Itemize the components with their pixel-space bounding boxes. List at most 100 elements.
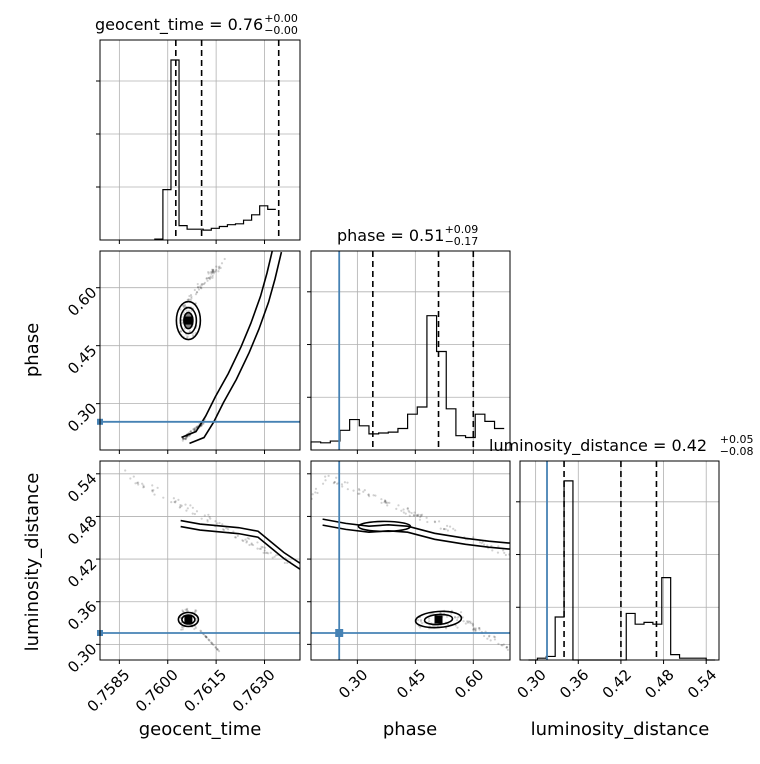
sample-point	[478, 541, 482, 544]
sample-point	[471, 622, 474, 625]
sample-point	[203, 282, 206, 286]
sample-point	[170, 501, 173, 504]
sample-point	[420, 513, 424, 516]
sample-point	[211, 642, 214, 645]
density-peak	[184, 316, 193, 325]
y-axis-label-phase: phase	[22, 323, 43, 377]
sample-point	[211, 271, 214, 274]
sample-point	[340, 483, 344, 486]
sample-point	[137, 481, 140, 484]
sample-point	[410, 511, 413, 515]
sample-point	[454, 624, 457, 627]
sample-point	[433, 521, 437, 524]
sample-point	[206, 520, 209, 523]
sample-point	[209, 276, 212, 279]
sample-point	[214, 646, 217, 649]
panel-frame	[99, 39, 301, 241]
title-equals: =	[204, 15, 228, 34]
sample-point	[132, 475, 135, 478]
sample-point	[195, 291, 198, 294]
sample-point	[492, 635, 496, 638]
sample-point	[182, 304, 185, 308]
sample-point	[469, 620, 472, 623]
sample-point	[218, 521, 221, 525]
sample-point	[183, 304, 186, 307]
sample-point	[233, 536, 237, 539]
sample-point	[471, 624, 474, 627]
x-axis-label-luminosity-distance: luminosity_distance	[531, 719, 710, 740]
sample-point	[357, 492, 360, 495]
sample-point	[428, 620, 431, 623]
sample-point	[153, 493, 156, 496]
sample-point	[223, 257, 226, 261]
histogram-luminosity_distance	[528, 480, 716, 661]
sample-point	[343, 481, 346, 484]
sample-point	[214, 520, 217, 523]
sample-point	[207, 638, 211, 642]
sample-point	[193, 288, 196, 292]
sample-point	[206, 518, 209, 522]
sample-point	[156, 486, 159, 489]
sample-point	[182, 306, 185, 309]
title-minus-error: −0.00	[264, 24, 298, 37]
sample-point	[189, 293, 193, 297]
sample-point	[209, 517, 212, 520]
sample-point	[416, 619, 420, 622]
sample-point	[194, 610, 197, 613]
sample-point	[197, 286, 200, 289]
sample-point	[217, 270, 220, 273]
sample-point	[207, 276, 210, 280]
sample-point	[199, 285, 202, 288]
x-tick-label-phase: 0.60	[451, 666, 487, 702]
sample-point	[212, 270, 215, 274]
sample-point	[182, 626, 185, 629]
sample-point	[314, 487, 318, 490]
sample-point	[497, 642, 500, 645]
sample-point	[196, 282, 199, 286]
contour-outer	[357, 520, 412, 533]
sample-point	[182, 437, 185, 441]
sample-point	[205, 277, 208, 280]
panel-frame	[99, 250, 301, 451]
sample-point	[504, 553, 507, 557]
sample-point	[472, 536, 475, 539]
sample-point	[184, 437, 187, 440]
sample-point	[332, 482, 335, 485]
sample-point	[367, 493, 370, 496]
sample-point	[205, 636, 208, 639]
sample-point	[181, 609, 184, 612]
sample-point	[386, 504, 389, 507]
sample-point	[413, 511, 416, 514]
sample-point	[207, 513, 210, 516]
sample-point	[222, 528, 226, 532]
x-tick-label-geocent_time: 0.7630	[229, 666, 279, 716]
sample-point	[446, 529, 449, 532]
panel-title-phase: phase = 0.51	[337, 226, 444, 245]
sample-point	[174, 501, 177, 504]
sample-point	[450, 612, 453, 615]
panel-frame	[519, 460, 720, 661]
sample-point	[236, 534, 239, 538]
sample-point	[397, 504, 400, 507]
sample-point	[427, 617, 431, 620]
sample-point	[185, 336, 189, 339]
sample-point	[188, 298, 191, 301]
sample-point	[188, 330, 192, 333]
sample-point	[446, 623, 450, 626]
sample-point	[152, 488, 155, 492]
sample-point	[184, 437, 188, 440]
y-axis-label-luminosity-distance: luminosity_distance	[22, 473, 43, 652]
sample-point	[487, 635, 491, 638]
contour-outer	[180, 525, 300, 570]
sample-point	[248, 543, 251, 547]
sample-point	[242, 539, 245, 543]
title-equals: =	[385, 226, 409, 245]
sample-point	[505, 646, 508, 649]
x-tick-label-luminosity_distance: 0.54	[684, 666, 720, 702]
sample-point	[211, 642, 214, 645]
sample-point	[214, 646, 217, 649]
contour-outer	[177, 611, 200, 628]
panel-phase-vs-luminosity_distance	[310, 460, 511, 661]
